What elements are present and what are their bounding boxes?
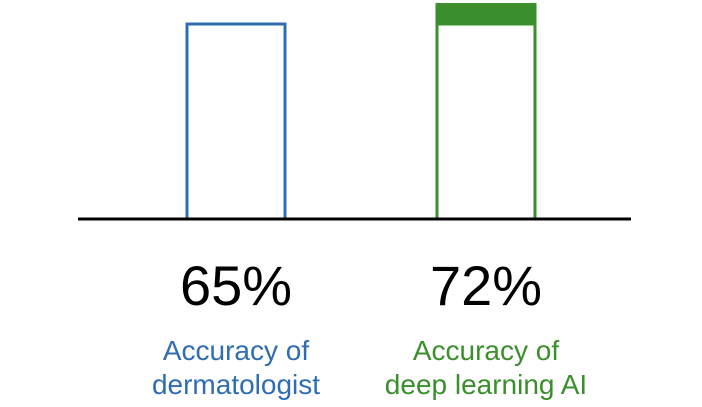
category-label: Accuracy of <box>413 335 559 366</box>
value-label: 72% <box>430 254 542 317</box>
bar-dermatologist <box>185 22 287 221</box>
category-label: Accuracy of <box>163 335 309 366</box>
category-label: dermatologist <box>152 369 320 400</box>
category-label: deep learning AI <box>385 369 587 400</box>
bar-deep-learning-ai-gain <box>435 3 537 24</box>
bar-deep-learning-ai <box>435 22 537 221</box>
value-labels-group: 65% 72% <box>180 254 542 317</box>
bars-group <box>185 3 537 221</box>
value-label: 65% <box>180 254 292 317</box>
